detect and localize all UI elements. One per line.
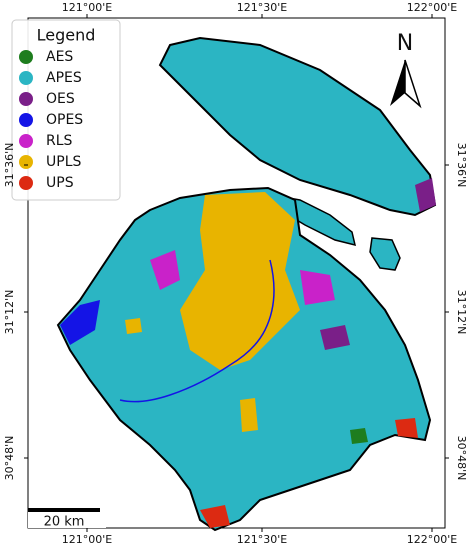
legend-label: APES [46, 70, 82, 86]
legend-marker [19, 176, 33, 190]
patch [415, 178, 436, 212]
legend-marker [19, 92, 33, 106]
legend-label: UPLS [46, 154, 81, 170]
scale-box [28, 508, 106, 528]
legend-label: RLS [46, 133, 73, 149]
right-coordinate-label: 31°36'N [455, 143, 468, 188]
north-label: N [397, 31, 413, 56]
top-coordinate-label: 122°00'E [407, 1, 458, 14]
legend-box [11, 19, 121, 201]
legend-label: OES [46, 91, 75, 107]
patch [200, 505, 230, 528]
patch [150, 250, 180, 290]
patch [240, 398, 258, 432]
legend-marker [19, 155, 33, 169]
patch [350, 428, 368, 444]
legend-marker [19, 113, 33, 127]
legend-marker [19, 134, 33, 148]
legend-label: UPS [46, 175, 74, 191]
patch [320, 325, 350, 350]
patch [300, 270, 335, 305]
patch [125, 318, 142, 334]
scale-label: 20 km [44, 515, 85, 530]
right-coordinate-label: 31°12'N [455, 290, 468, 335]
urban-area [180, 192, 300, 370]
top-coordinate-label: 121°30'E [237, 1, 288, 14]
legend-title: Legend [37, 26, 96, 45]
left-coordinate-label: 30°48'N [3, 436, 16, 481]
left-coordinate-label: 31°12'N [3, 290, 16, 335]
river [119, 259, 275, 403]
island [158, 36, 437, 217]
legend-label: AES [46, 49, 73, 65]
bottom-coordinate-label: 121°30'E [237, 533, 288, 546]
legend-marker [19, 50, 33, 64]
island [369, 237, 401, 271]
left-coordinate-label: 31°36'N [3, 143, 16, 188]
right-coordinate-label: 30°48'N [455, 436, 468, 481]
legend-marker [19, 71, 33, 85]
patch [395, 418, 418, 438]
north-arrow [404, 59, 422, 109]
legend-label: OPES [46, 112, 83, 128]
north-arrow [390, 60, 405, 106]
bottom-coordinate-label: 122°00'E [407, 533, 458, 546]
bottom-coordinate-label: 121°00'E [62, 533, 113, 546]
patch [60, 300, 100, 345]
top-coordinate-label: 121°00'E [62, 1, 113, 14]
